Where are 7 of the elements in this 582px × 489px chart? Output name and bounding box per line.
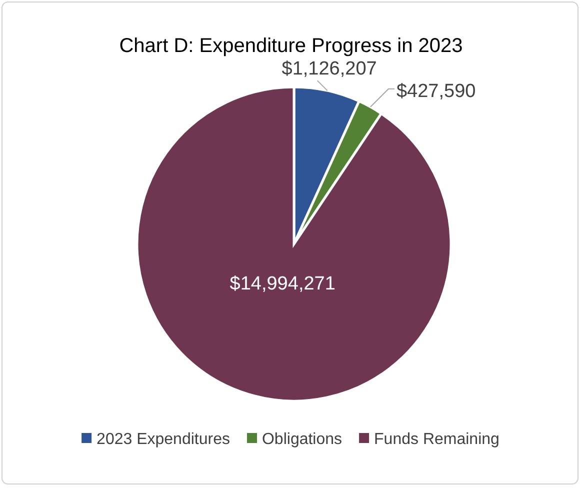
legend-label: 2023 Expenditures xyxy=(96,431,230,448)
legend-label: Obligations xyxy=(262,431,342,448)
data-label: $427,590 xyxy=(396,80,476,102)
chart-title: Chart D: Expenditure Progress in 2023 xyxy=(119,35,463,57)
data-label: $1,126,207 xyxy=(282,58,377,80)
legend-label: Funds Remaining xyxy=(374,431,500,448)
data-label: $14,994,271 xyxy=(230,274,336,295)
